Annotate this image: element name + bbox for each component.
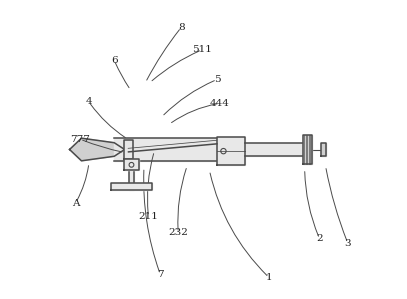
Polygon shape <box>124 140 133 159</box>
Text: 211: 211 <box>138 212 158 221</box>
Text: 6: 6 <box>111 56 118 65</box>
Text: 511: 511 <box>192 45 212 54</box>
Polygon shape <box>303 135 312 164</box>
Text: 7: 7 <box>157 270 164 279</box>
Text: 5: 5 <box>214 75 220 84</box>
Text: 2: 2 <box>316 234 323 243</box>
Text: 232: 232 <box>168 228 188 237</box>
Polygon shape <box>70 138 125 161</box>
Polygon shape <box>245 143 303 156</box>
Polygon shape <box>217 137 245 165</box>
Text: 777: 777 <box>70 135 90 144</box>
Polygon shape <box>114 138 217 161</box>
Text: A: A <box>72 199 79 208</box>
Polygon shape <box>124 159 139 170</box>
Polygon shape <box>129 170 134 190</box>
Text: 8: 8 <box>178 23 184 32</box>
Polygon shape <box>111 183 152 190</box>
Polygon shape <box>321 143 326 156</box>
Text: 444: 444 <box>210 99 230 108</box>
Text: 3: 3 <box>345 239 351 248</box>
Text: 4: 4 <box>85 97 92 106</box>
Text: 1: 1 <box>266 273 272 282</box>
